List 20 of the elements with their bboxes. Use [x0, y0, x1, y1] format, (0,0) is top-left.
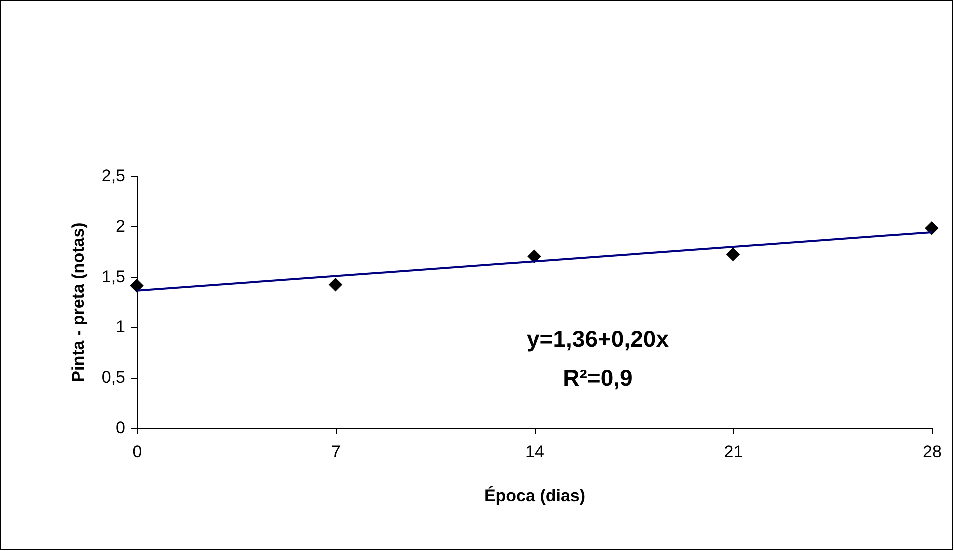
y-tick-label: 1,5: [102, 267, 126, 286]
y-tick-label: 2: [116, 216, 126, 236]
y-tick-label: 0,5: [102, 368, 126, 388]
point: [328, 278, 343, 292]
x-tick-label: 0: [132, 442, 142, 462]
point: [130, 278, 144, 293]
y-axis-title: Pinta - preta (notas): [68, 222, 88, 382]
y-tick-label: 2,5: [102, 166, 126, 186]
x-tick-label: 14: [526, 442, 544, 462]
point: [528, 250, 542, 264]
point: [726, 248, 740, 262]
x-tick-label: 28: [923, 442, 942, 462]
x-tick-label: 21: [724, 442, 744, 462]
y-tick-label: 1: [116, 318, 126, 337]
x-axis-title: Época (dias): [484, 486, 586, 506]
annotation: R²=0,9: [563, 365, 633, 391]
point: [925, 222, 939, 236]
y-tick-label: 0: [116, 418, 126, 438]
x-tick-label: 7: [332, 442, 341, 462]
annotation: y=1,36+0,20x: [527, 326, 670, 352]
